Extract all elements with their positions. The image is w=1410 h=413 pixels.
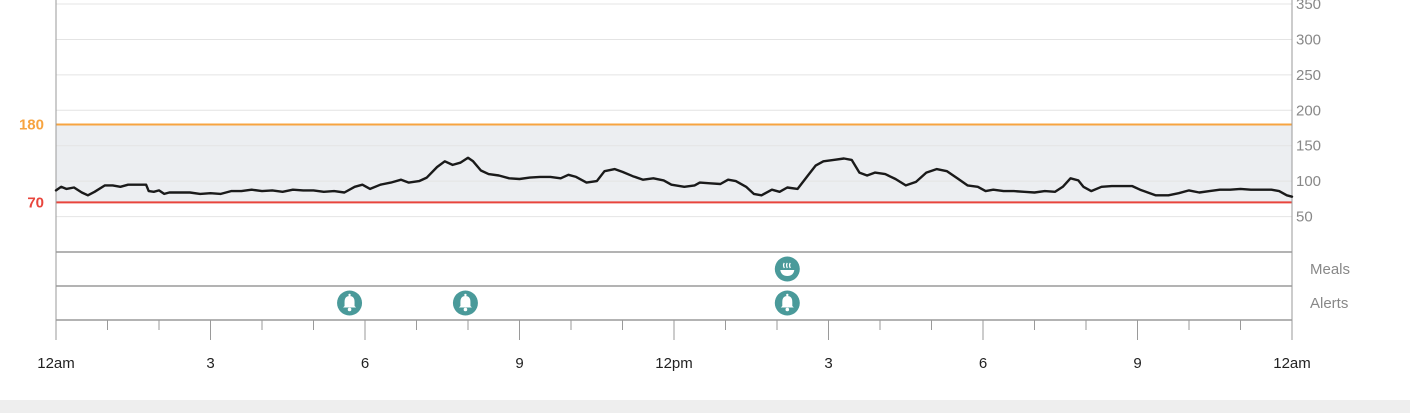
x-tick-label: 3 (824, 355, 832, 372)
threshold-label-180: 180 (19, 116, 44, 133)
event-row-label-meals: Meals (1310, 261, 1350, 278)
bell-shape (458, 296, 472, 308)
alert-bell-icon[interactable] (337, 290, 363, 316)
alert-bell-icon[interactable] (774, 290, 800, 316)
y-tick-label: 100 (1296, 173, 1321, 190)
x-tick-label: 6 (361, 355, 369, 372)
steam-line (782, 262, 785, 269)
x-tick-label: 12am (1273, 355, 1311, 372)
bowl-shape (780, 270, 795, 276)
bell-top (786, 293, 789, 297)
event-marker-circle (774, 256, 800, 282)
meal-bowl-icon[interactable] (774, 256, 800, 282)
bell-shape (343, 296, 357, 308)
x-tick-label: 12pm (655, 355, 693, 372)
y-tick-label: 300 (1296, 31, 1321, 48)
glucose-series-line (54, 156, 1294, 198)
y-tick-label: 200 (1296, 102, 1321, 119)
y-tick-label: 350 (1296, 0, 1321, 13)
y-tick-label: 250 (1296, 67, 1321, 84)
steam-line (785, 262, 788, 269)
threshold-label-70: 70 (27, 194, 44, 211)
x-tick-label: 3 (206, 355, 214, 372)
x-tick-label: 9 (515, 355, 523, 372)
x-tick-label: 9 (1133, 355, 1141, 372)
x-tick-label: 12am (37, 355, 75, 372)
bottom-divider (0, 400, 1410, 413)
y-tick-label: 50 (1296, 209, 1313, 226)
bell-top (464, 293, 467, 297)
x-tick-label: 6 (979, 355, 987, 372)
steam-line (788, 262, 791, 269)
bell-clapper (347, 307, 352, 312)
event-row-label-alerts: Alerts (1310, 295, 1348, 312)
y-tick-label: 150 (1296, 138, 1321, 155)
bell-clapper (785, 307, 790, 312)
bell-top (348, 293, 351, 297)
alert-bell-icon[interactable] (452, 290, 478, 316)
bell-shape (780, 296, 794, 308)
bell-clapper (463, 307, 468, 312)
